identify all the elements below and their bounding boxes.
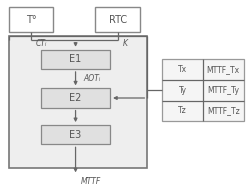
Text: E2: E2 <box>69 93 82 103</box>
Text: CTᵢ: CTᵢ <box>36 39 47 48</box>
Text: E1: E1 <box>70 54 82 64</box>
Bar <box>9 36 147 168</box>
Bar <box>162 59 244 121</box>
Text: MTTF_Ty: MTTF_Ty <box>207 86 239 95</box>
Bar <box>41 125 110 144</box>
Text: MTTF_Tx: MTTF_Tx <box>207 65 240 74</box>
Text: MTTF_Tz: MTTF_Tz <box>207 106 240 115</box>
Text: MTTF: MTTF <box>80 177 101 186</box>
Text: K: K <box>122 39 128 48</box>
Bar <box>9 7 53 32</box>
Text: AOTᵢ: AOTᵢ <box>83 74 100 83</box>
Text: Tz: Tz <box>178 106 187 115</box>
Bar <box>41 50 110 69</box>
Bar <box>95 7 140 32</box>
Text: T°: T° <box>26 15 36 25</box>
Text: RTC: RTC <box>108 15 127 25</box>
Text: Ty: Ty <box>178 86 186 95</box>
Text: E3: E3 <box>70 130 82 140</box>
Text: Tx: Tx <box>178 65 187 74</box>
Bar <box>41 88 110 108</box>
